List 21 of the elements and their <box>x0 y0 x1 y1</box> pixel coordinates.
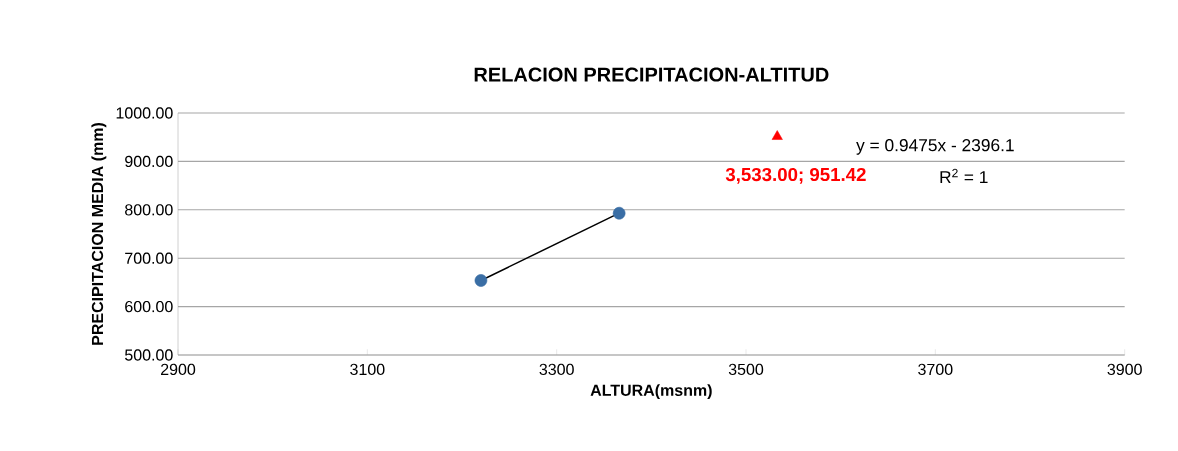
chart-title: RELACION PRECIPITACION-ALTITUD <box>474 67 829 82</box>
y-tick-label: 800.00 <box>125 204 173 216</box>
x-tick-label: 3900 <box>1107 363 1142 376</box>
y-tick-label: 900.00 <box>125 155 173 168</box>
x-tick-label: 3700 <box>918 363 953 376</box>
annotation: y = 0.9475x - 2396.1 <box>856 139 1014 155</box>
y-tick-label: 700.00 <box>125 252 173 264</box>
x-tick-label: 2900 <box>161 363 196 376</box>
annotation: 3,533.00; 951.42 <box>725 167 866 184</box>
x-axis-title: ALTURA(msnm) <box>590 384 712 400</box>
x-tick-label: 3100 <box>350 363 385 376</box>
point <box>771 130 783 140</box>
annotation: R$^{2}$ = 1 <box>940 168 988 184</box>
x-tick-label: 3300 <box>539 363 574 376</box>
y-tick-label: 500.00 <box>125 349 173 361</box>
point <box>612 206 626 220</box>
y-tick-label: 600.00 <box>125 300 173 313</box>
x-tick-label: 3500 <box>728 363 764 376</box>
y-tick-label: 1000.00 <box>116 107 173 119</box>
point <box>474 274 488 287</box>
y-axis-title: PRECIPITACION MEDIA (mm) <box>91 122 107 345</box>
